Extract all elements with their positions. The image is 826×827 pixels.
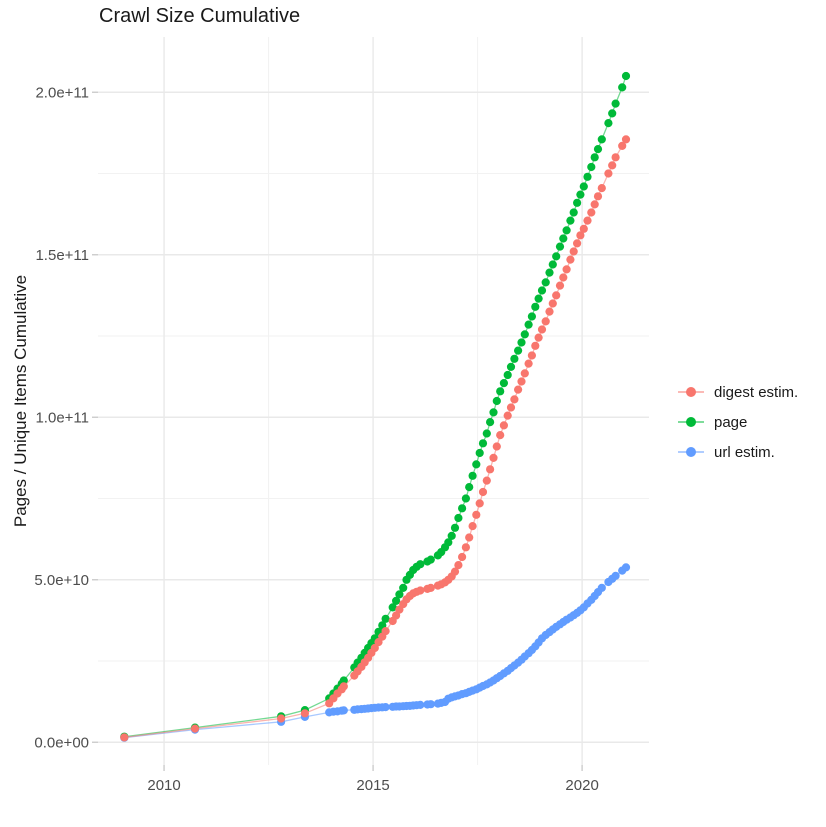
legend: digest estim. page url estim.: [678, 377, 798, 467]
y-axis-labels: 0.0e+00 5.0e+10 1.0e+11 1.5e+11 2.0e+11: [34, 85, 89, 752]
legend-key-page-icon: [678, 416, 704, 428]
axis-ticks: [92, 91, 583, 771]
svg-text:2020: 2020: [565, 777, 598, 794]
svg-text:1.0e+11: 1.0e+11: [35, 410, 89, 427]
legend-item-url-estim: url estim.: [678, 437, 798, 467]
svg-text:5.0e+10: 5.0e+10: [34, 572, 89, 589]
legend-key-url-icon: [678, 446, 704, 458]
legend-item-digest-estim: digest estim.: [678, 377, 798, 407]
series-page: [120, 71, 631, 741]
x-axis-labels: 2010 2015 2020: [147, 777, 598, 794]
svg-text:2010: 2010: [147, 777, 180, 794]
series-digest-estim: [120, 135, 631, 742]
y-axis-title: Pages / Unique Items Cumulative: [11, 274, 30, 528]
legend-key-digest-icon: [678, 386, 704, 398]
series-url-estim: [120, 563, 631, 742]
svg-text:2015: 2015: [356, 777, 389, 794]
svg-text:0.0e+00: 0.0e+00: [34, 735, 89, 752]
legend-label: page: [714, 413, 748, 431]
legend-item-page: page: [678, 407, 798, 437]
svg-text:2.0e+11: 2.0e+11: [35, 85, 89, 102]
chart-title: Crawl Size Cumulative: [99, 5, 301, 27]
legend-label: url estim.: [714, 443, 775, 461]
legend-label: digest estim.: [714, 383, 799, 401]
svg-text:1.5e+11: 1.5e+11: [35, 247, 89, 264]
